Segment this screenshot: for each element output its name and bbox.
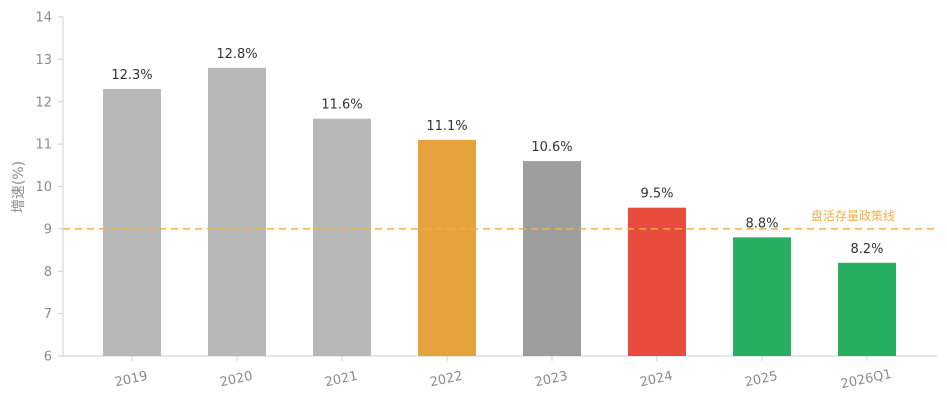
data-label: 10.6% <box>531 140 572 155</box>
x-tick-label: 2020 <box>219 369 254 391</box>
x-tick-label: 2026Q1 <box>839 367 893 392</box>
y-tick-label: 10 <box>35 180 52 195</box>
y-tick-label: 8 <box>44 265 52 280</box>
data-label: 8.2% <box>850 242 883 257</box>
bars-group: 12.3% 12.8% 11.6% 11.1% 10.6% 9.5% 8.8% 8.2% <box>103 47 896 356</box>
bar <box>103 89 161 356</box>
bar <box>418 139 476 356</box>
data-label: 9.5% <box>640 187 673 202</box>
y-tick-label: 6 <box>44 350 52 365</box>
reference-line-group: 盘活存量政策线 <box>63 208 937 230</box>
bar <box>523 161 581 356</box>
data-label: 11.1% <box>426 119 467 134</box>
y-tick-label: 12 <box>35 95 52 110</box>
x-tick-label: 2024 <box>639 369 674 391</box>
y-tick-label: 11 <box>35 138 52 153</box>
data-label: 11.6% <box>321 98 362 113</box>
y-tick-label: 13 <box>35 53 52 68</box>
bar <box>628 207 686 356</box>
x-tick-label: 2019 <box>114 369 149 391</box>
data-label: 8.8% <box>745 216 778 231</box>
data-label: 12.8% <box>216 47 257 62</box>
y-axis-title: 增速(%) <box>11 161 27 213</box>
data-label: 12.3% <box>111 68 152 83</box>
x-tick-label: 2022 <box>429 369 464 391</box>
x-tick-label: 2023 <box>534 369 569 391</box>
bar <box>838 262 896 356</box>
bar <box>313 118 371 356</box>
x-axis: 2019 2020 2021 2022 2023 2024 2025 2026Q1 <box>63 355 937 392</box>
x-tick-label: 2025 <box>744 369 779 391</box>
y-tick-label: 7 <box>44 307 52 322</box>
bar <box>208 67 266 356</box>
x-tick-label: 2021 <box>324 369 359 391</box>
reference-line-label: 盘活存量政策线 <box>811 208 895 223</box>
bar <box>733 237 791 356</box>
y-axis: 6 7 8 9 10 11 12 13 14 <box>35 11 64 365</box>
y-tick-label: 9 <box>44 222 52 237</box>
y-tick-label: 14 <box>35 11 52 26</box>
